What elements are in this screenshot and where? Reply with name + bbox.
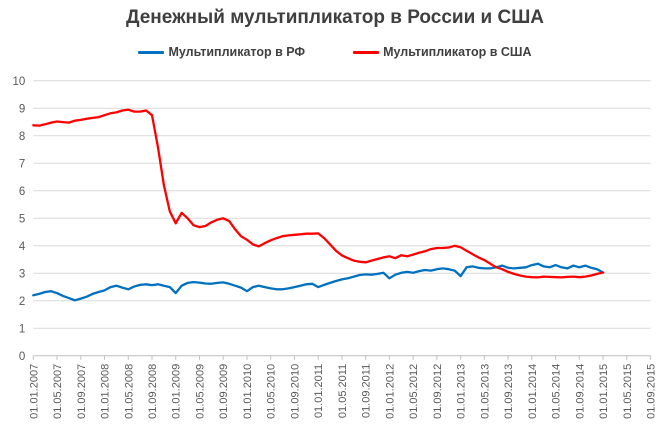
y-tick-label: 1 <box>19 323 25 335</box>
x-tick-label: 01.05.2007 <box>52 364 64 419</box>
x-tick-label: 01.09.2013 <box>503 364 515 419</box>
y-axis-labels: 0 1 2 3 4 5 6 7 8 9 10 <box>13 76 26 363</box>
x-tick-label: 01.01.2010 <box>242 364 254 419</box>
chart-title: Денежный мультипликатор в России и США <box>125 7 545 28</box>
x-tick-label: 01.05.2014 <box>551 364 563 419</box>
legend-swatch-rf-line <box>138 50 165 54</box>
x-tick-label: 01.05.2011 <box>337 364 349 418</box>
x-tick-label: 01.05.2012 <box>408 364 420 419</box>
x-axis-labels: 01.01.2007 01.05.2007 01.09.2007 01.01.2008… <box>28 364 657 419</box>
x-tick-label: 01.05.2013 <box>479 364 491 419</box>
legend-item-usa[interactable]: Мультипликатор в США <box>353 45 532 59</box>
x-tick-label: 01.09.2007 <box>76 364 88 419</box>
y-tick-label: 8 <box>19 131 25 143</box>
x-tick-label: 01.05.2015 <box>622 364 634 419</box>
y-tick-label: 5 <box>19 213 25 225</box>
x-tick-label: 01.01.2013 <box>456 364 468 419</box>
y-tick-label: 3 <box>19 268 25 280</box>
y-tick-label: 7 <box>19 158 25 170</box>
x-tick-label: 01.09.2010 <box>289 364 301 419</box>
y-tick-label: 9 <box>19 103 25 115</box>
legend: Мультипликатор в РФ Мультипликатор в США <box>0 45 670 59</box>
x-tick-label: 01.01.2015 <box>598 364 610 419</box>
y-tick-label: 2 <box>19 296 25 308</box>
x-tick-label: 01.05.2008 <box>123 364 135 419</box>
y-tick-label: 6 <box>19 186 25 198</box>
legend-item-rf[interactable]: Мультипликатор в РФ <box>138 45 305 59</box>
y-tick-label: 4 <box>19 241 26 253</box>
x-tick-label: 01.01.2011 <box>313 364 325 418</box>
x-tick-label: 01.09.2008 <box>147 364 159 419</box>
x-tick-label: 01.01.2009 <box>171 364 183 419</box>
legend-label-usa: Мультипликатор в США <box>383 45 532 59</box>
x-tick-label: 01.01.2007 <box>28 364 40 419</box>
series-line-rf[interactable] <box>32 262 605 302</box>
x-tick-label: 01.01.2012 <box>384 364 396 419</box>
y-tick-label: 0 <box>19 351 25 363</box>
x-axis-ticks <box>32 355 652 360</box>
legend-label-rf: Мультипликатор в РФ <box>168 45 306 59</box>
series-line-usa[interactable] <box>32 108 605 279</box>
x-tick-label: 01.01.2008 <box>100 364 112 419</box>
x-tick-label: 01.01.2014 <box>527 364 539 419</box>
y-tick-label: 10 <box>13 76 26 88</box>
legend-swatch-usa-line <box>353 50 380 54</box>
x-tick-label: 01.09.2015 <box>646 364 658 419</box>
x-tick-label: 01.05.2009 <box>194 364 206 419</box>
x-tick-label: 01.09.2012 <box>432 364 444 419</box>
x-tick-label: 01.05.2010 <box>266 364 278 419</box>
x-tick-label: 01.09.2014 <box>574 364 586 419</box>
x-tick-label: 01.09.2011 <box>361 364 373 418</box>
y-gridlines <box>33 80 651 357</box>
x-tick-label: 01.09.2009 <box>218 364 230 419</box>
